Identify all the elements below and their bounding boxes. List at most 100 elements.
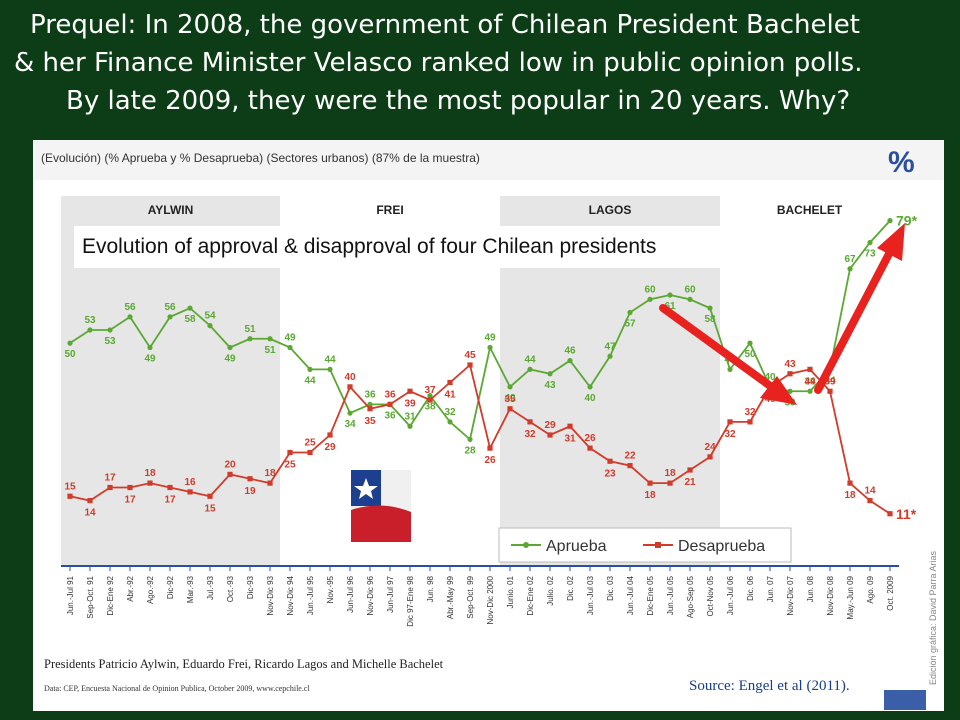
data-label-desaprueba: 17 [104, 473, 116, 484]
data-label-aprueba: 34 [344, 419, 356, 430]
data-point-desaprueba [587, 445, 593, 451]
arrow-head-up [877, 223, 905, 261]
data-label-aprueba: 49 [284, 333, 296, 344]
x-tick-label: Jun.-Jul 95 [306, 575, 315, 615]
x-tick-label: Dic 97-Ene 98 [406, 575, 415, 626]
data-point-desaprueba [807, 366, 813, 372]
x-tick-label: Ago.-92 [146, 575, 155, 604]
data-point-desaprueba [507, 406, 513, 412]
data-label-aprueba: 38 [424, 402, 436, 413]
data-point-aprueba [667, 292, 673, 298]
data-label-aprueba: 46 [564, 346, 576, 357]
data-label-aprueba: 31 [404, 411, 416, 422]
x-tick-label: Dic-Ene 92 [106, 575, 115, 615]
data-label-aprueba: 73 [864, 249, 876, 260]
annotation-arrows [659, 223, 905, 405]
arrow-head-down [760, 376, 797, 405]
data-label-aprueba: 32 [444, 407, 456, 418]
data-point-desaprueba [267, 480, 273, 486]
data-point-desaprueba [147, 480, 153, 486]
data-point-aprueba [787, 388, 793, 394]
data-label-aprueba: 51 [244, 324, 256, 335]
x-tick-label: Nov-Dic 96 [366, 575, 375, 615]
chart-header: (Evolución) (% Aprueba y % Desaprueba) (… [41, 151, 480, 165]
data-label-desaprueba: 18 [664, 468, 676, 479]
data-label-desaprueba: 17 [124, 495, 136, 506]
data-point-aprueba [447, 419, 453, 425]
data-point-aprueba [567, 358, 573, 364]
data-label-aprueba: 53 [104, 336, 116, 347]
data-label-desaprueba: 18 [844, 490, 856, 501]
x-tick-label: Nov-Dic 93 [266, 575, 275, 615]
data-point-aprueba [807, 388, 813, 394]
data-label-aprueba: 60 [684, 284, 696, 295]
data-label-aprueba: 43 [544, 380, 556, 391]
x-tick-label: Junio. 01 [506, 575, 515, 608]
x-tick-label: Nov-Dic 08 [826, 575, 835, 615]
series-line-desaprueba [69, 363, 891, 515]
data-point-desaprueba [287, 449, 293, 456]
x-tick-label: Dic-93 [246, 575, 255, 599]
data-label-desaprueba: 15 [64, 481, 76, 492]
data-label-aprueba: 58 [704, 314, 716, 325]
x-tick-label: Abr.-92 [126, 575, 135, 601]
chile-flag-image [351, 470, 411, 542]
data-point-aprueba [407, 423, 413, 429]
data-point-desaprueba [107, 484, 113, 491]
x-tick-label: Jun-Jul 96 [346, 575, 355, 612]
data-label-aprueba: 50 [744, 349, 756, 360]
data-label-desaprueba: 15 [204, 503, 216, 514]
data-point-aprueba [867, 239, 873, 246]
data-label-desaprueba: 36 [384, 389, 396, 400]
data-point-desaprueba [127, 484, 133, 491]
series-lines [67, 218, 893, 517]
x-tick-label: Sep-Oct. 91 [86, 575, 95, 618]
data-label-desaprueba: 19 [244, 486, 256, 497]
data-point-aprueba [167, 314, 173, 320]
title-line-1: Prequel: In 2008, the government of Chil… [30, 10, 860, 40]
data-label-desaprueba: 16 [184, 477, 196, 488]
data-label-desaprueba: 35 [364, 416, 376, 427]
data-label-aprueba: 36 [384, 410, 396, 421]
legend-aprueba: Aprueba [546, 538, 607, 555]
data-point-desaprueba [407, 388, 413, 394]
data-label-aprueba: 54 [204, 311, 216, 322]
series-line-aprueba [69, 220, 891, 442]
data-point-aprueba [307, 366, 313, 372]
data-label-aprueba: 40 [584, 393, 596, 404]
data-point-desaprueba [707, 454, 713, 460]
overlay-caption: Evolution of approval & disapproval of f… [74, 226, 814, 268]
data-point-aprueba [227, 344, 233, 351]
data-point-aprueba [107, 327, 113, 333]
data-label-aprueba: 60 [644, 284, 656, 295]
data-label-aprueba: 57 [624, 319, 636, 330]
data-label-desaprueba: 21 [684, 477, 696, 488]
data-point-desaprueba [167, 484, 173, 491]
data-label-desaprueba: 17 [164, 495, 176, 506]
data-label-desaprueba: 22 [624, 451, 636, 462]
data-point-aprueba [467, 436, 473, 442]
x-tick-label: Dic. 02 [566, 575, 575, 600]
data-label-desaprueba: 40 [344, 372, 356, 383]
x-tick-label: Abr.-May 99 [446, 575, 455, 619]
x-tick-label: Jun.-Jul 03 [586, 575, 595, 615]
data-label-aprueba: 44 [524, 354, 536, 365]
x-tick-label: Jun. 98 [426, 575, 435, 602]
data-label-desaprueba: 44 [804, 376, 816, 387]
data-label-aprueba: 44 [304, 375, 316, 386]
data-point-desaprueba [67, 493, 73, 499]
x-tick-label: Jun. 07 [766, 575, 775, 602]
data-point-desaprueba [207, 493, 213, 499]
data-label-desaprueba: 25 [304, 438, 316, 449]
data-label-aprueba: 51 [264, 345, 276, 356]
legend-desaprueba: Desaprueba [678, 538, 765, 555]
data-label-desaprueba: 39 [824, 376, 836, 387]
data-label-desaprueba: 26 [484, 455, 496, 466]
title-line-3: By late 2009, they were the most popular… [66, 86, 851, 116]
x-tick-label: Nov-Dic 2000 [486, 575, 495, 624]
x-tick-label: Julio. 02 [546, 575, 555, 605]
data-point-desaprueba [187, 489, 193, 495]
data-label-desaprueba: 18 [264, 468, 276, 479]
data-point-aprueba [267, 336, 273, 342]
data-label-desaprueba: 26 [584, 433, 596, 444]
